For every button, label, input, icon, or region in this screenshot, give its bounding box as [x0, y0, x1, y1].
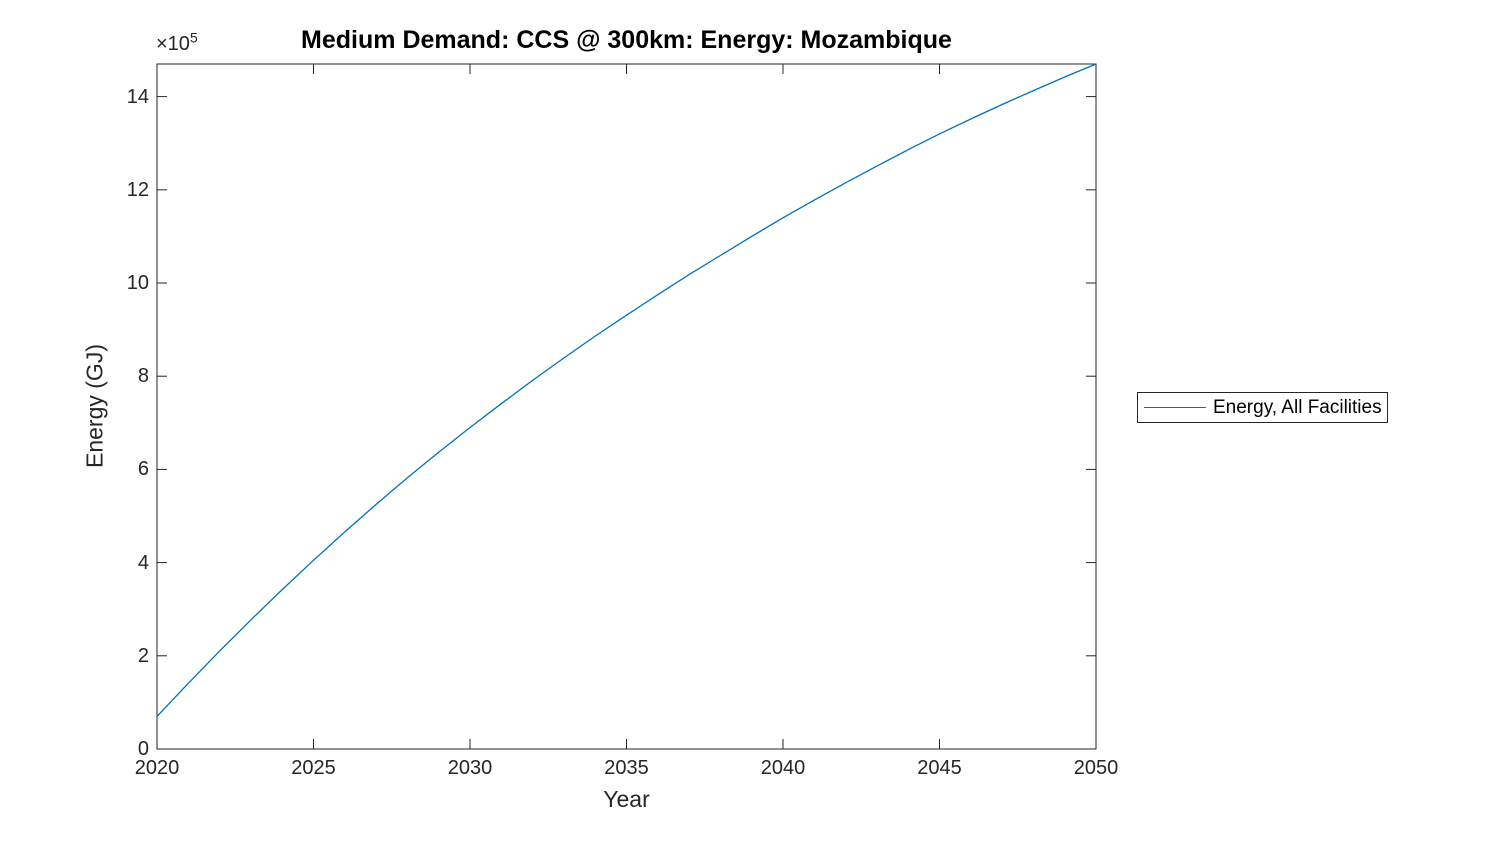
legend-box: Energy, All Facilities	[1137, 392, 1388, 423]
y-tick-label: 2	[137, 644, 149, 667]
x-tick-label: 2030	[447, 757, 493, 779]
y-tick-label: 4	[137, 551, 149, 574]
x-tick-label: 2040	[760, 757, 806, 779]
x-axis-label: Year	[603, 786, 650, 812]
y-tick-label: 10	[126, 272, 149, 294]
series-line	[156, 63, 1097, 717]
y-tick-label: 0	[137, 738, 149, 760]
y-tick-label: 8	[137, 365, 149, 388]
x-tick-label: 2035	[604, 757, 649, 779]
y-axis-multiplier: ×105	[156, 30, 198, 56]
y-tick-label: 14	[126, 85, 149, 108]
x-tick-label: 2020	[134, 757, 180, 779]
y-tick-label: 6	[137, 458, 149, 481]
chart-title: Medium Demand: CCS @ 300km: Energy: Moza…	[301, 26, 952, 54]
y-axis-multiplier-base: ×10	[156, 33, 190, 55]
legend-line-sample	[1144, 407, 1206, 408]
legend-entry-label: Energy, All Facilities	[1213, 396, 1382, 418]
y-axis-label: Energy (GJ)	[81, 344, 108, 468]
x-tick-label: 2025	[291, 757, 336, 779]
x-tick-label: 2045	[917, 757, 962, 779]
axes-box	[156, 63, 1097, 750]
y-tick-label: 12	[126, 178, 149, 201]
x-tick-label: 2050	[1073, 757, 1119, 779]
y-axis-multiplier-exponent: 5	[189, 29, 198, 46]
